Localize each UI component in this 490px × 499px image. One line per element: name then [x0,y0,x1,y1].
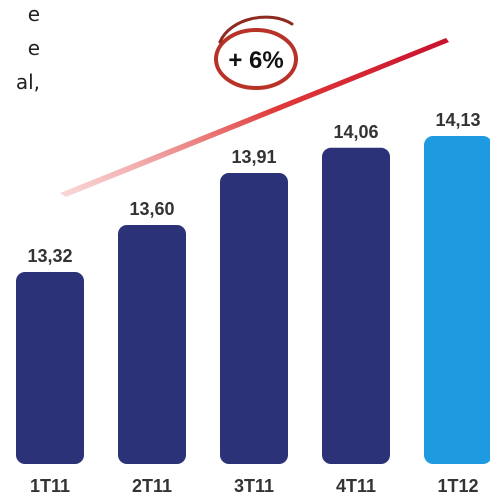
value-label-3T11: 13,91 [231,147,276,167]
category-label-2T11: 2T11 [132,476,172,496]
bar-1T11 [16,272,84,464]
bars-group [16,136,490,464]
value-label-2T11: 13,60 [129,199,174,219]
category-label-1T11: 1T11 [30,476,70,496]
bar-2T11 [118,224,186,464]
category-labels-group: 1T11 2T11 3T11 4T11 1T12 [30,476,479,496]
side-text-fragment: e e al, [0,0,40,110]
growth-ring [214,28,298,90]
growth-badge: + 6% [214,15,298,90]
value-label-1T12: 14,13 [435,110,480,130]
growth-ring-swoosh [218,15,294,44]
growth-label: + 6% [228,47,283,74]
value-labels-group: 13,32 13,60 13,91 14,06 14,13 [27,110,480,266]
side-text-line-3: al, [15,70,40,94]
side-text-line-2: e [27,36,40,60]
category-label-1T12: 1T12 [437,476,478,496]
value-label-4T11: 14,06 [333,122,378,142]
value-label-1T11: 13,32 [27,246,72,266]
bar-1T12 [424,136,490,464]
bar-3T11 [220,172,288,464]
bar-4T11 [322,147,390,464]
side-text-line-1: e [27,2,40,26]
category-label-4T11: 4T11 [336,476,376,496]
category-label-3T11: 3T11 [234,476,274,496]
growth-arrow [60,38,449,197]
